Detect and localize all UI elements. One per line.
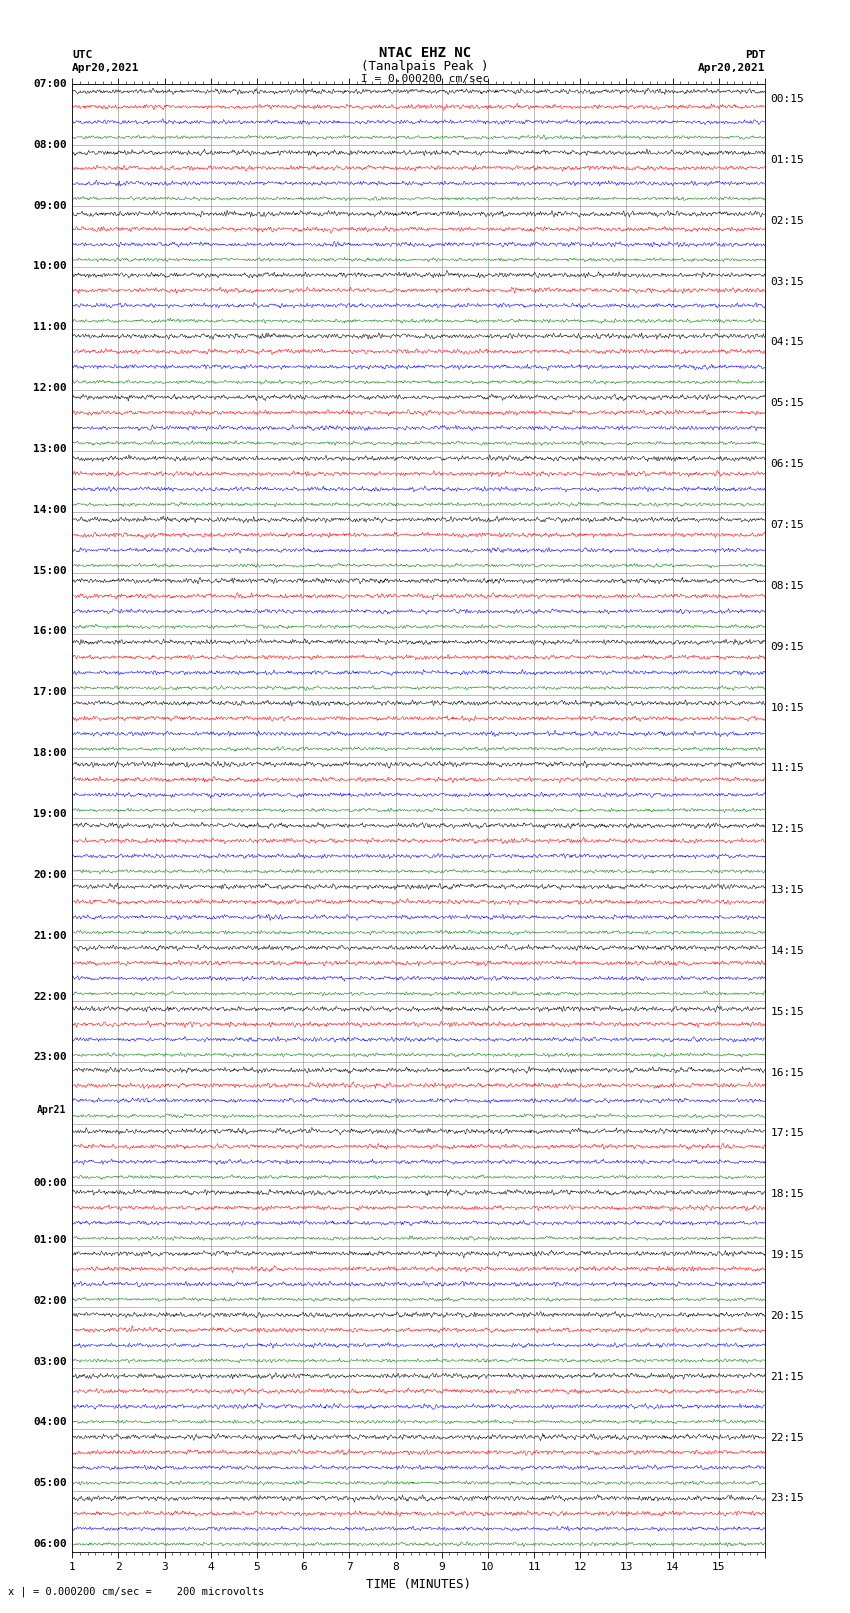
Text: 11:00: 11:00 [33, 323, 66, 332]
Text: 07:00: 07:00 [33, 79, 66, 89]
Text: 14:15: 14:15 [771, 945, 804, 957]
Text: 00:00: 00:00 [33, 1177, 66, 1189]
Text: 10:00: 10:00 [33, 261, 66, 271]
Text: Apr20,2021: Apr20,2021 [698, 63, 765, 73]
Text: 21:00: 21:00 [33, 931, 66, 940]
Text: x | = 0.000200 cm/sec =    200 microvolts: x | = 0.000200 cm/sec = 200 microvolts [8, 1586, 264, 1597]
Text: NTAC EHZ NC: NTAC EHZ NC [379, 45, 471, 60]
Text: 18:00: 18:00 [33, 748, 66, 758]
Text: 09:00: 09:00 [33, 200, 66, 211]
Text: 22:15: 22:15 [771, 1432, 804, 1442]
Text: 22:00: 22:00 [33, 992, 66, 1002]
Text: 02:15: 02:15 [771, 216, 804, 226]
Text: 16:15: 16:15 [771, 1068, 804, 1077]
Text: Apr20,2021: Apr20,2021 [72, 63, 139, 73]
Text: 06:00: 06:00 [33, 1539, 66, 1548]
Text: 05:15: 05:15 [771, 398, 804, 408]
Text: 05:00: 05:00 [33, 1478, 66, 1489]
Text: 13:00: 13:00 [33, 444, 66, 453]
Text: UTC: UTC [72, 50, 93, 60]
Text: 10:15: 10:15 [771, 703, 804, 713]
Text: 21:15: 21:15 [771, 1371, 804, 1382]
Text: 23:00: 23:00 [33, 1052, 66, 1063]
Text: 12:00: 12:00 [33, 384, 66, 394]
Text: (Tanalpais Peak ): (Tanalpais Peak ) [361, 60, 489, 73]
Text: 04:00: 04:00 [33, 1418, 66, 1428]
Text: 08:00: 08:00 [33, 140, 66, 150]
Text: I = 0.000200 cm/sec: I = 0.000200 cm/sec [361, 74, 489, 84]
Text: 15:00: 15:00 [33, 566, 66, 576]
Text: 19:15: 19:15 [771, 1250, 804, 1260]
Text: 17:00: 17:00 [33, 687, 66, 697]
Text: 23:15: 23:15 [771, 1494, 804, 1503]
Text: 00:15: 00:15 [771, 94, 804, 105]
Text: 13:15: 13:15 [771, 886, 804, 895]
Text: 20:15: 20:15 [771, 1311, 804, 1321]
Text: 03:15: 03:15 [771, 276, 804, 287]
Text: 01:15: 01:15 [771, 155, 804, 165]
Text: PDT: PDT [745, 50, 765, 60]
Text: 07:15: 07:15 [771, 519, 804, 531]
Text: 01:00: 01:00 [33, 1236, 66, 1245]
Text: 06:15: 06:15 [771, 460, 804, 469]
Text: 11:15: 11:15 [771, 763, 804, 773]
Text: 19:00: 19:00 [33, 810, 66, 819]
Text: 08:15: 08:15 [771, 581, 804, 590]
Text: 09:15: 09:15 [771, 642, 804, 652]
X-axis label: TIME (MINUTES): TIME (MINUTES) [366, 1578, 471, 1590]
Text: 02:00: 02:00 [33, 1295, 66, 1307]
Text: 14:00: 14:00 [33, 505, 66, 515]
Text: Apr21: Apr21 [37, 1105, 66, 1115]
Text: 15:15: 15:15 [771, 1007, 804, 1016]
Text: 03:00: 03:00 [33, 1357, 66, 1366]
Text: 17:15: 17:15 [771, 1129, 804, 1139]
Text: 20:00: 20:00 [33, 869, 66, 879]
Text: 18:15: 18:15 [771, 1189, 804, 1198]
Text: 04:15: 04:15 [771, 337, 804, 347]
Text: 12:15: 12:15 [771, 824, 804, 834]
Text: 16:00: 16:00 [33, 626, 66, 637]
